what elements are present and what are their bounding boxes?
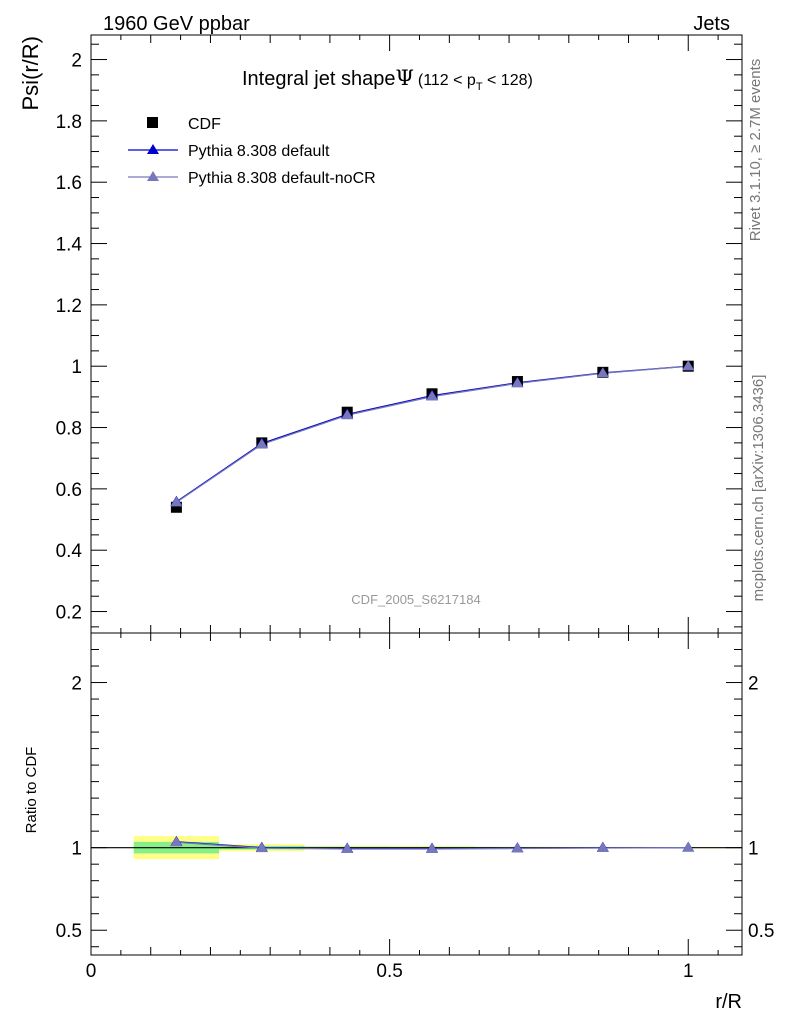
- ratio-series-1-point: [426, 842, 439, 853]
- ratio-panel-frame: [90, 632, 743, 956]
- analysis-watermark: CDF_2005_S6217184: [351, 592, 480, 607]
- main-title-symbol: Ψ: [395, 66, 413, 90]
- ratio-series-1-point: [341, 842, 354, 853]
- y-tick-label: 2: [71, 51, 82, 72]
- main-series-2-point: [170, 496, 183, 507]
- legend-nocr-marker: [147, 171, 159, 181]
- main-title: Integral jet shapeΨ (112 < pT < 128): [242, 66, 533, 93]
- y-tick-label: 0.8: [56, 419, 82, 440]
- x-tick-label: 1: [683, 961, 694, 982]
- header-energy-label: 1960 GeV ppbar: [103, 13, 250, 35]
- main-title-range-sub: T: [476, 81, 483, 93]
- main-cdf-point: [170, 501, 182, 513]
- ratio-series-1-point: [596, 841, 609, 852]
- ratio-series-1-point: [170, 836, 183, 847]
- y-tick-label: 0.4: [56, 541, 83, 562]
- ratio-y-tick-label: 2: [71, 674, 82, 695]
- legend: CDF Pythia 8.308 default Pythia 8.308 de…: [128, 116, 376, 187]
- ratio-panel: 0 0.5 1 0.5 0.51 12 2 Ratio to CDF r/R: [23, 632, 774, 1013]
- ratio-series-1-point: [511, 842, 524, 853]
- main-series-markers: [170, 360, 695, 513]
- ratio-y-tick-label-right: 0.5: [748, 921, 774, 942]
- ratio-y-tick-label-right: 1: [748, 839, 759, 860]
- main-line-series-1: [176, 365, 689, 503]
- main-title-range-pre: (112 < p: [418, 72, 476, 89]
- ratio-y-axis-label: Ratio to CDF: [23, 747, 40, 834]
- ratio-series-1-point: [255, 842, 268, 853]
- main-series-2-point: [341, 409, 354, 420]
- y-tick-label: 1.2: [56, 296, 82, 317]
- legend-nocr-label: Pythia 8.308 default-noCR: [188, 170, 376, 187]
- side-mcplots-label: mcplots.cern.ch [arXiv:1306.3436]: [750, 375, 767, 602]
- legend-cdf-marker: [147, 117, 158, 128]
- ratio-x-ticks: 0 0.5 1: [86, 633, 719, 982]
- main-series-2-point: [255, 438, 268, 449]
- y-tick-label: 1.8: [56, 112, 82, 133]
- y-tick-label: 1.4: [56, 235, 83, 256]
- side-rivet-label: Rivet 3.1.10, ≥ 2.7M events: [747, 59, 764, 242]
- y-tick-label: 0.6: [56, 480, 82, 501]
- legend-cdf-label: CDF: [188, 116, 221, 133]
- main-series-2-point: [682, 360, 695, 371]
- main-series-2-point: [426, 390, 439, 401]
- y-tick-label: 0.2: [56, 603, 82, 624]
- main-y-ticks: 0.2 0.4 0.6 0.8 1 1.2 1.4 1.6 1.8 2: [56, 43, 742, 628]
- ratio-y-tick-label: 0.5: [56, 921, 82, 942]
- main-line-series-2: [176, 365, 689, 503]
- main-title-text: Integral jet shape: [242, 68, 395, 90]
- main-series-lines: [176, 365, 689, 503]
- y-tick-label: 1: [71, 357, 82, 378]
- ratio-series-markers: [170, 835, 695, 853]
- main-y-axis-label: Psi(r/R): [18, 36, 43, 111]
- y-tick-label: 1.6: [56, 173, 82, 194]
- ratio-series-1-point: [682, 841, 695, 852]
- legend-default-marker: [147, 144, 159, 154]
- x-axis-label: r/R: [715, 991, 742, 1013]
- header-process-label: Jets: [693, 13, 730, 35]
- main-series-2-point: [511, 377, 524, 388]
- ratio-y-ticks: 0.5 0.5 1 1 2 2: [56, 632, 774, 948]
- main-series-2-point: [596, 367, 609, 378]
- main-x-ticks: [90, 35, 719, 633]
- main-title-range-post: < 128): [483, 72, 533, 89]
- ratio-y-tick-label-right: 2: [748, 674, 759, 695]
- x-tick-label: 0: [86, 961, 97, 982]
- x-tick-label: 0.5: [376, 961, 402, 982]
- legend-default-label: Pythia 8.308 default: [188, 143, 330, 160]
- ratio-y-tick-label: 1: [71, 839, 82, 860]
- main-panel: 0.2 0.4 0.6 0.8 1 1.2 1.4 1.6 1.8 2 Psi(r/R) Inte…: [18, 34, 743, 634]
